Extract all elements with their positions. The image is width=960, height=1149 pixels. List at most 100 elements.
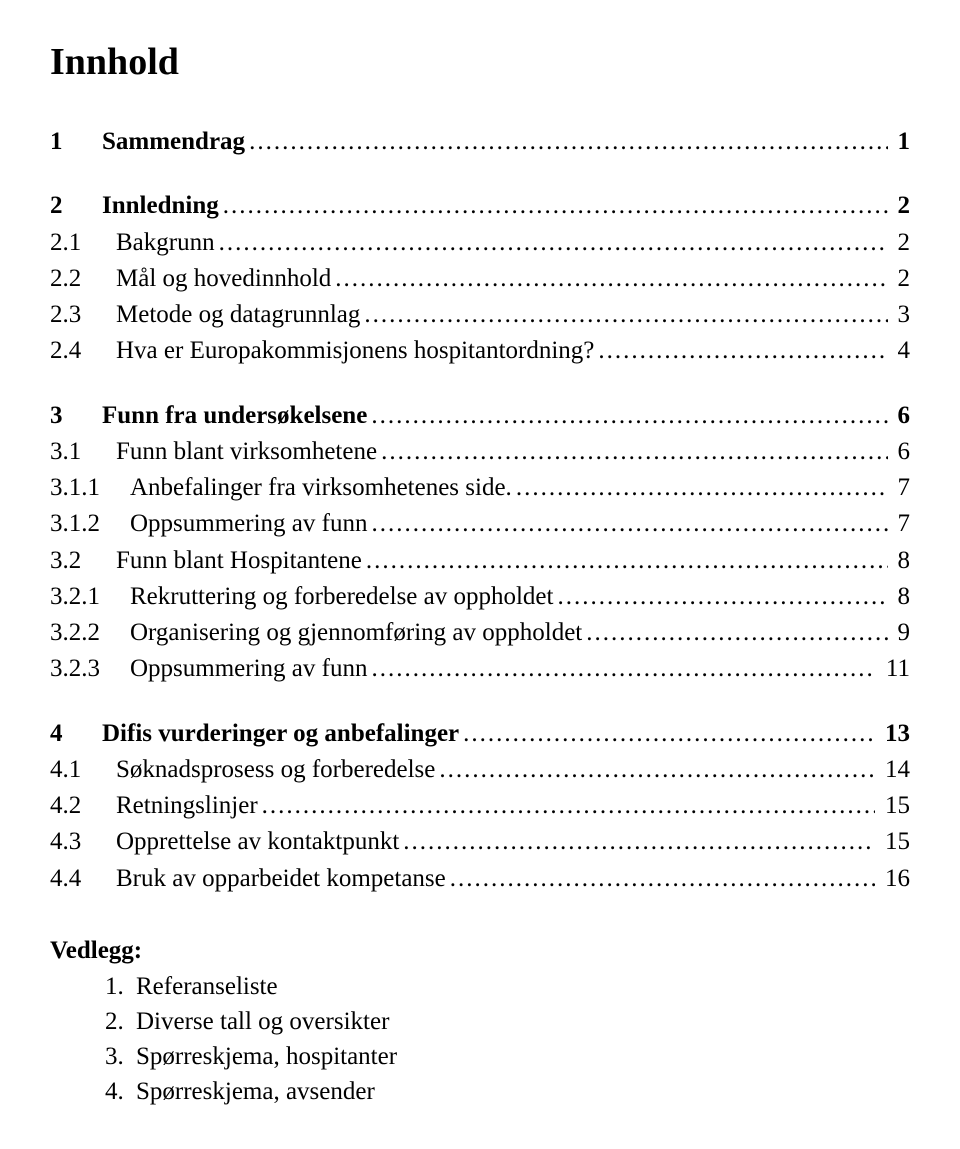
appendix-item: Diverse tall og oversikter [130, 1004, 910, 1039]
toc-leader [262, 788, 875, 824]
toc-leader [516, 470, 888, 506]
toc-entry: 3.1Funn blant virksomhetene 6 [50, 434, 910, 470]
toc-entry-label: Sammendrag [102, 124, 245, 160]
toc-entry-number: 4.3 [50, 824, 116, 860]
toc-entry-page: 15 [879, 824, 910, 860]
toc-entry: 3.2.3Oppsummering av funn 11 [50, 651, 910, 687]
toc-entry-label: Oppsummering av funn [130, 651, 367, 687]
toc-entry-page: 2 [892, 261, 911, 297]
toc-entry: 4.1Søknadsprosess og forberedelse14 [50, 752, 910, 788]
toc-leader [371, 398, 887, 434]
toc-leader [371, 651, 875, 687]
toc-leader [364, 297, 887, 333]
toc-entry-number: 4.2 [50, 788, 116, 824]
toc-entry: 3.2.2Organisering og gjennomføring av op… [50, 615, 910, 651]
toc-entry-page: 15 [879, 788, 910, 824]
toc-entry-label: Funn blant Hospitantene [116, 543, 362, 579]
page-title: Innhold [50, 40, 910, 84]
toc-leader [450, 861, 875, 897]
toc-leader [335, 261, 887, 297]
toc-entry-label: Opprettelse av kontaktpunkt [116, 824, 399, 860]
toc-entry-number: 3.1 [50, 434, 116, 470]
toc-entry-label: Innledning [102, 188, 219, 224]
toc-leader [219, 225, 888, 261]
toc-entry-number: 3.2.2 [50, 615, 130, 651]
toc-entry: 1Sammendrag1 [50, 124, 910, 160]
toc-entry-number: 2 [50, 188, 102, 224]
appendix-list: ReferanselisteDiverse tall og oversikter… [50, 969, 910, 1109]
toc-entry: 4Difis vurderinger og anbefalinger13 [50, 716, 910, 752]
toc-leader [366, 543, 888, 579]
toc-entry: 2.2Mål og hovedinnhold 2 [50, 261, 910, 297]
toc-entry-page: 7 [892, 506, 911, 542]
toc-group: 2Innledning22.1Bakgrunn22.2Mål og hovedi… [50, 188, 910, 369]
toc-entry: 3.1.2Oppsummering av funn 7 [50, 506, 910, 542]
toc-entry-label: Hva er Europakommisjonens hospitantordni… [116, 333, 594, 369]
toc-leader [439, 752, 875, 788]
toc-entry-page: 1 [892, 124, 911, 160]
toc-leader [598, 333, 887, 369]
toc-entry-number: 2.1 [50, 225, 116, 261]
toc-entry-page: 16 [879, 861, 910, 897]
toc-entry-number: 3.1.1 [50, 470, 130, 506]
appendix-item: Spørreskjema, hospitanter [130, 1039, 910, 1074]
toc-entry-number: 3 [50, 398, 102, 434]
toc-entry: 3Funn fra undersøkelsene6 [50, 398, 910, 434]
toc-entry-label: Organisering og gjennomføring av opphold… [130, 615, 582, 651]
toc-entry-number: 2.2 [50, 261, 116, 297]
toc-entry-label: Bruk av opparbeidet kompetanse [116, 861, 446, 897]
toc-entry-page: 6 [892, 434, 911, 470]
table-of-contents: 1Sammendrag12Innledning22.1Bakgrunn22.2M… [50, 124, 910, 897]
toc-leader [223, 188, 888, 224]
toc-entry-page: 8 [892, 543, 911, 579]
toc-entry-label: Difis vurderinger og anbefalinger [102, 716, 459, 752]
toc-entry-number: 2.3 [50, 297, 116, 333]
toc-entry: 4.3Opprettelse av kontaktpunkt 15 [50, 824, 910, 860]
toc-entry-label: Funn blant virksomhetene [116, 434, 377, 470]
toc-entry-page: 3 [892, 297, 911, 333]
toc-entry-page: 7 [892, 470, 911, 506]
toc-entry-label: Metode og datagrunnlag [116, 297, 360, 333]
toc-entry: 3.1.1Anbefalinger fra virksomhetenes sid… [50, 470, 910, 506]
toc-entry-number: 3.1.2 [50, 506, 130, 542]
toc-entry: 4.2Retningslinjer 15 [50, 788, 910, 824]
toc-entry-label: Bakgrunn [116, 225, 215, 261]
toc-entry-page: 9 [892, 615, 911, 651]
toc-entry-number: 4.4 [50, 861, 116, 897]
toc-entry: 2Innledning2 [50, 188, 910, 224]
toc-entry-label: Rekruttering og forberedelse av oppholde… [130, 579, 553, 615]
toc-leader [586, 615, 887, 651]
toc-entry-label: Retningslinjer [116, 788, 258, 824]
toc-entry-label: Søknadsprosess og forberedelse [116, 752, 435, 788]
toc-entry-page: 8 [892, 579, 911, 615]
appendix-item: Referanseliste [130, 969, 910, 1004]
toc-group: 1Sammendrag1 [50, 124, 910, 160]
toc-leader [381, 434, 887, 470]
toc-entry-label: Mål og hovedinnhold [116, 261, 331, 297]
toc-entry: 4.4Bruk av opparbeidet kompetanse 16 [50, 861, 910, 897]
appendix-title: Vedlegg: [50, 937, 910, 965]
toc-entry-label: Oppsummering av funn [130, 506, 367, 542]
toc-leader [557, 579, 887, 615]
toc-entry-page: 4 [892, 333, 911, 369]
toc-leader [403, 824, 875, 860]
toc-entry-number: 2.4 [50, 333, 116, 369]
toc-leader [371, 506, 887, 542]
toc-entry-number: 1 [50, 124, 102, 160]
toc-leader [249, 124, 887, 160]
toc-entry: 2.4Hva er Europakommisjonens hospitantor… [50, 333, 910, 369]
toc-entry-number: 4.1 [50, 752, 116, 788]
toc-entry: 2.3Metode og datagrunnlag 3 [50, 297, 910, 333]
toc-entry: 3.2Funn blant Hospitantene 8 [50, 543, 910, 579]
appendix-item: Spørreskjema, avsender [130, 1074, 910, 1109]
toc-entry-page: 2 [892, 188, 911, 224]
toc-entry-page: 13 [879, 716, 910, 752]
toc-entry-page: 11 [880, 651, 910, 687]
toc-entry-number: 3.2.3 [50, 651, 130, 687]
toc-leader [463, 716, 875, 752]
toc-entry-number: 3.2 [50, 543, 116, 579]
toc-entry: 2.1Bakgrunn2 [50, 225, 910, 261]
toc-entry-page: 6 [892, 398, 911, 434]
toc-entry-number: 3.2.1 [50, 579, 130, 615]
toc-entry: 3.2.1Rekruttering og forberedelse av opp… [50, 579, 910, 615]
